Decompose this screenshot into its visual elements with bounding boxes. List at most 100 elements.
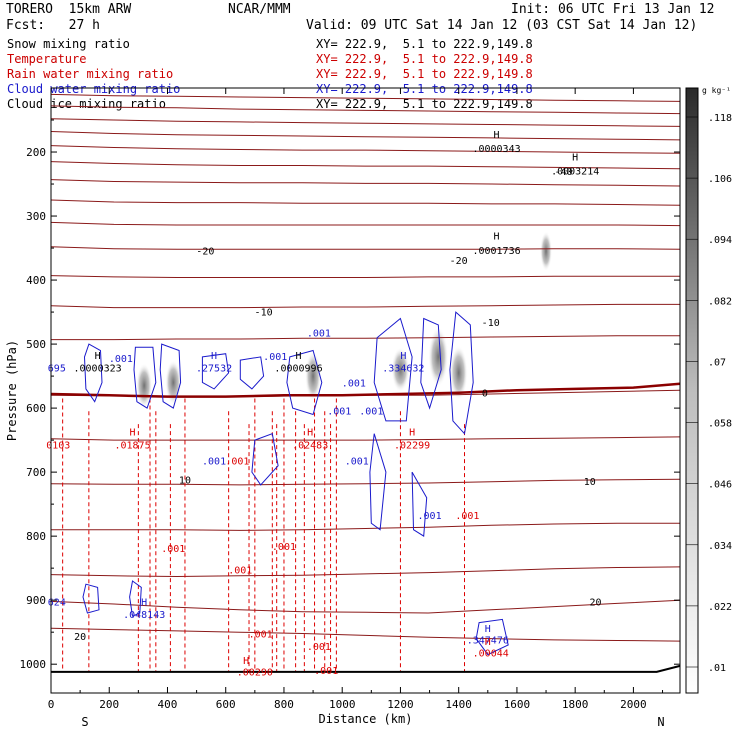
colorbar-tick-label: .094 (708, 235, 732, 246)
snow-shading (136, 231, 553, 409)
temperature-contour (50, 436, 681, 441)
x-tick-label: 1600 (504, 698, 531, 711)
legend-field-name: Cloud water mixing ratio (7, 82, 181, 96)
contour-annotations: H.0000343H.0003214H.0001736H.0000323H.00… (46, 130, 601, 679)
y-axis-label: Pressure (hPa) (5, 340, 19, 441)
contour-label: H (485, 624, 491, 635)
contour-label: H (243, 656, 249, 667)
contour-label: .001 (359, 407, 383, 418)
contour-label: .001 (161, 544, 185, 555)
x-tick-label: 800 (274, 698, 294, 711)
legend-field-xy: XY= 222.9, 5.1 to 222.9,149.8 (316, 97, 533, 111)
legend-field-name: Rain water mixing ratio (7, 67, 174, 81)
terrain-line (51, 664, 681, 673)
cloud-water-contour (133, 346, 157, 409)
contour-label: -10 (482, 318, 500, 329)
contour-label: -40 (554, 167, 572, 178)
snow-patch (428, 326, 449, 387)
y-tick-label: 900 (26, 594, 46, 607)
temperature-contour (50, 118, 681, 127)
contour-label: 20 (74, 632, 86, 643)
contour-label: 10 (584, 477, 596, 488)
x-tick-label: 400 (158, 698, 178, 711)
x-tick-label: 1200 (387, 698, 414, 711)
temperature-contour (50, 599, 681, 614)
cloud-water-contour (475, 618, 509, 656)
contour-label: 695 (48, 364, 66, 375)
contour-label: H (130, 428, 136, 439)
contour-label: .00044 (473, 649, 509, 660)
temperature-contour (50, 303, 680, 309)
colorbar-tick-label: .07 (708, 357, 726, 368)
contour-label: 10 (179, 476, 191, 487)
cloud-water-contour (239, 356, 265, 390)
legend-field-name: Cloud ice mixing ratio (7, 97, 166, 111)
contour-label: H (494, 130, 500, 141)
colorbar-tick-label: .01 (708, 663, 726, 674)
cloud-water-contour (411, 471, 428, 537)
temperature-contour (51, 522, 680, 531)
colorbar-ramp (685, 87, 699, 694)
contour-label: H (494, 232, 500, 243)
contour-label: H (95, 351, 101, 362)
contour-label: H (572, 152, 578, 163)
init-time: Init: 06 UTC Fri 13 Jan 12 (511, 2, 715, 17)
temperature-contour (50, 161, 681, 170)
legend-field-xy: XY= 222.9, 5.1 to 222.9,149.8 (316, 67, 533, 81)
contour-label: 624 (48, 597, 66, 608)
legend-field-xy: XY= 222.9, 5.1 to 222.9,149.8 (316, 37, 533, 51)
contour-label: H (409, 428, 415, 439)
temperature-contour (50, 221, 681, 227)
cloud-water-contour (82, 583, 100, 614)
temperature-contour (50, 199, 681, 206)
contour-label: .02299 (394, 440, 430, 451)
contour-label: .0000343 (472, 144, 520, 155)
cloud-water-contour (251, 433, 279, 486)
colorbar-tick-label: .022 (708, 602, 732, 613)
temperature-contour (50, 179, 681, 187)
y-tick-label: 200 (26, 146, 46, 159)
colorbar-tick-label: .106 (708, 174, 732, 185)
contour-label: .001 (418, 511, 442, 522)
x-tick-label: 200 (99, 698, 119, 711)
plot-frame (50, 87, 681, 694)
snow-patch (540, 231, 553, 272)
contour-label: .0000323 (74, 364, 122, 375)
colorbar-unit: g kg⁻¹ (702, 86, 731, 95)
contour-label: .001 (225, 456, 249, 467)
contour-label: .048143 (123, 610, 165, 621)
contour-label: .347476 (467, 636, 509, 647)
colorbar: g kg⁻¹ .01 .022 .034 .046 .058 .07 .082 .094 .106… (685, 86, 732, 694)
legend-field-name: Temperature (7, 52, 87, 66)
contour-label: H (400, 351, 406, 362)
x-tick-label: 1400 (445, 698, 472, 711)
y-tick-label: 400 (26, 274, 46, 287)
temperature-contours (50, 93, 681, 642)
contour-label: H (211, 351, 217, 362)
x-tick-label: 1800 (562, 698, 589, 711)
contour-label: 0 (482, 389, 488, 400)
cloud-water-contour (449, 311, 474, 435)
contour-label: H (307, 428, 313, 439)
cloud-water-contour (83, 343, 103, 403)
contour-label: .00290 (237, 668, 273, 679)
cloud-water-contour (420, 317, 442, 410)
snow-patch (391, 347, 410, 393)
freezing-level-line (50, 382, 681, 398)
contour-label: .001 (307, 328, 331, 339)
temperature-contour (50, 145, 681, 154)
y-tick-label: 700 (26, 466, 46, 479)
model-label: TORERO 15km ARW (6, 2, 132, 17)
snow-patch (165, 359, 182, 405)
colorbar-tick-label: .046 (708, 480, 732, 491)
snow-patch (136, 363, 153, 409)
y-tick-label: 300 (26, 210, 46, 223)
temperature-contour (50, 389, 681, 398)
temperature-contour (50, 627, 681, 642)
contour-label: H (296, 351, 302, 362)
y-tick-label: 800 (26, 530, 46, 543)
temperature-contour (50, 131, 681, 141)
contour-label: -20 (196, 246, 214, 257)
contour-label: .001 (345, 456, 369, 467)
